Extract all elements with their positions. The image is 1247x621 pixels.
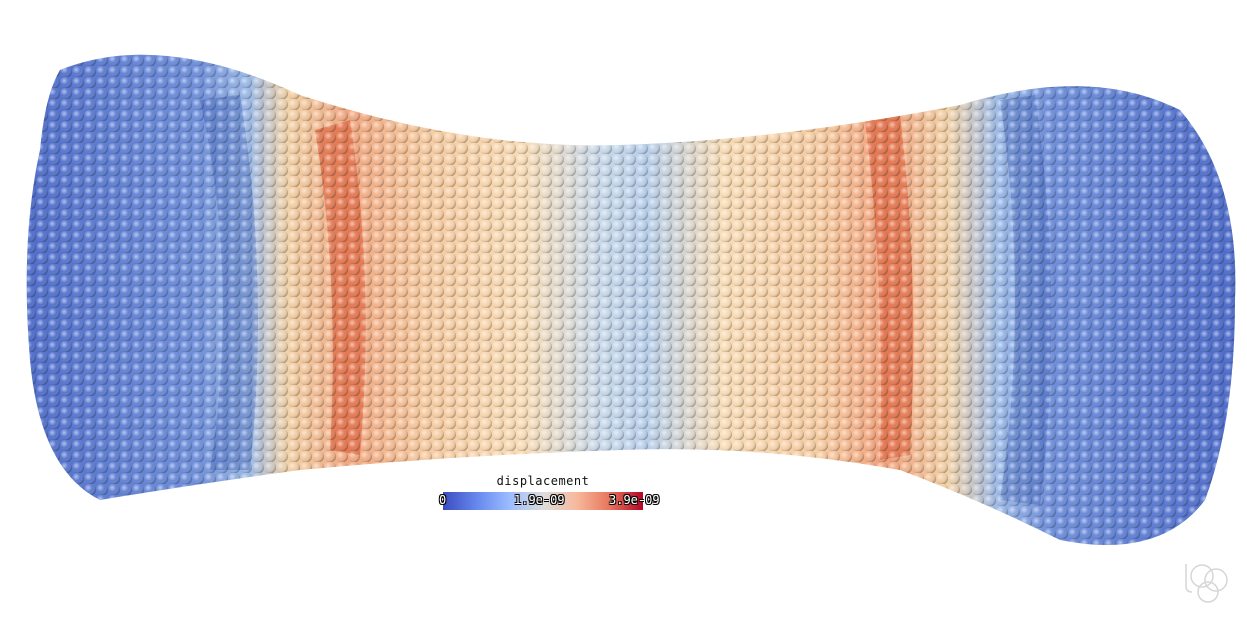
color-legend: displacement 0 1.9e-09 3.9e-09 <box>439 474 660 514</box>
legend-tick-mid: 1.9e-09 <box>514 493 565 507</box>
legend-title: displacement <box>496 474 590 488</box>
app-logo-icon <box>1185 564 1228 603</box>
legend-tick-min: 0 <box>439 493 447 507</box>
colormap-bar <box>443 492 643 510</box>
legend-tick-max: 3.9e-09 <box>609 493 660 507</box>
